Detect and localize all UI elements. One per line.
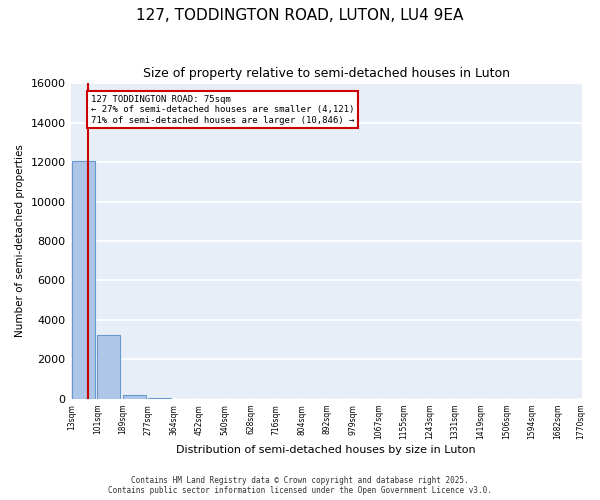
Bar	[123, 395, 146, 399]
Text: 127, TODDINGTON ROAD, LUTON, LU4 9EA: 127, TODDINGTON ROAD, LUTON, LU4 9EA	[136, 8, 464, 22]
Text: 127 TODDINGTON ROAD: 75sqm
← 27% of semi-detached houses are smaller (4,121)
71%: 127 TODDINGTON ROAD: 75sqm ← 27% of semi…	[91, 95, 355, 124]
Bar	[148, 398, 172, 399]
X-axis label: Distribution of semi-detached houses by size in Luton: Distribution of semi-detached houses by …	[176, 445, 476, 455]
Y-axis label: Number of semi-detached properties: Number of semi-detached properties	[15, 144, 25, 338]
Text: Contains HM Land Registry data © Crown copyright and database right 2025.
Contai: Contains HM Land Registry data © Crown c…	[108, 476, 492, 495]
Title: Size of property relative to semi-detached houses in Luton: Size of property relative to semi-detach…	[143, 68, 509, 80]
Bar	[97, 335, 121, 399]
Bar	[72, 161, 95, 399]
